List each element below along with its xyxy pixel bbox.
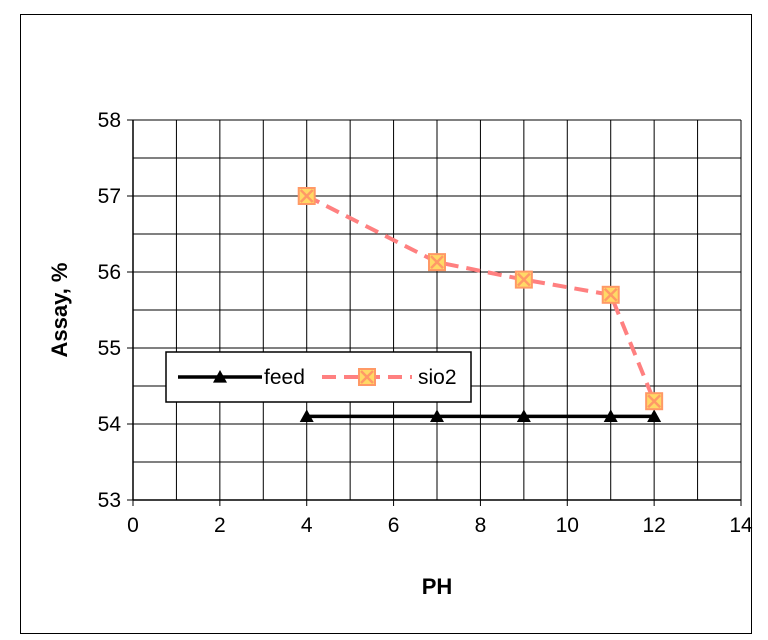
y-axis-title: Assay, % xyxy=(47,263,72,358)
y-tick-label: 56 xyxy=(98,261,121,284)
point-marker xyxy=(647,409,662,422)
series-layer xyxy=(297,187,664,422)
series-sio2 xyxy=(297,187,664,411)
x-axis-title: PH xyxy=(422,574,453,599)
legend-label: sio2 xyxy=(418,366,457,389)
x-tick-label: 0 xyxy=(127,514,139,537)
x-tick-label: 6 xyxy=(388,514,400,537)
point-marker-cross xyxy=(603,287,618,302)
point-marker xyxy=(299,409,314,422)
x-tick-label: 8 xyxy=(475,514,487,537)
tick-labels: 0 2 4 6 8 10 12 14 53 54 55 56 57 58 xyxy=(98,109,753,537)
legend-item-sio2: sio2 xyxy=(322,366,457,389)
x-tick-label: 2 xyxy=(214,514,226,537)
x-tick-label: 12 xyxy=(642,514,665,537)
x-tick-label: 14 xyxy=(729,514,753,537)
point-marker xyxy=(430,409,444,422)
point-marker-cross xyxy=(299,189,314,203)
legend-label: feed xyxy=(264,366,305,389)
y-tick-label: 54 xyxy=(98,413,122,436)
y-tick-label: 53 xyxy=(98,489,121,512)
grid-lines xyxy=(127,119,742,506)
point-marker-cross xyxy=(516,272,531,287)
legend-box xyxy=(165,351,472,403)
legend-item-feed: feed xyxy=(178,366,305,389)
chart-frame xyxy=(20,14,752,634)
point-marker xyxy=(516,409,531,422)
point-marker-cross xyxy=(360,370,374,384)
point-marker xyxy=(603,409,618,422)
y-tick-label: 58 xyxy=(98,109,121,132)
x-tick-label: 10 xyxy=(556,514,579,537)
x-tick-label: 4 xyxy=(301,514,313,537)
point-marker-cross xyxy=(647,394,662,409)
y-tick-label: 57 xyxy=(98,185,121,208)
y-tick-label: 55 xyxy=(98,337,121,360)
point-marker xyxy=(213,370,227,383)
series-line xyxy=(305,194,656,402)
legend: feed sio2 xyxy=(165,351,472,403)
point-marker-cross xyxy=(430,255,444,270)
series-feed xyxy=(299,409,662,422)
